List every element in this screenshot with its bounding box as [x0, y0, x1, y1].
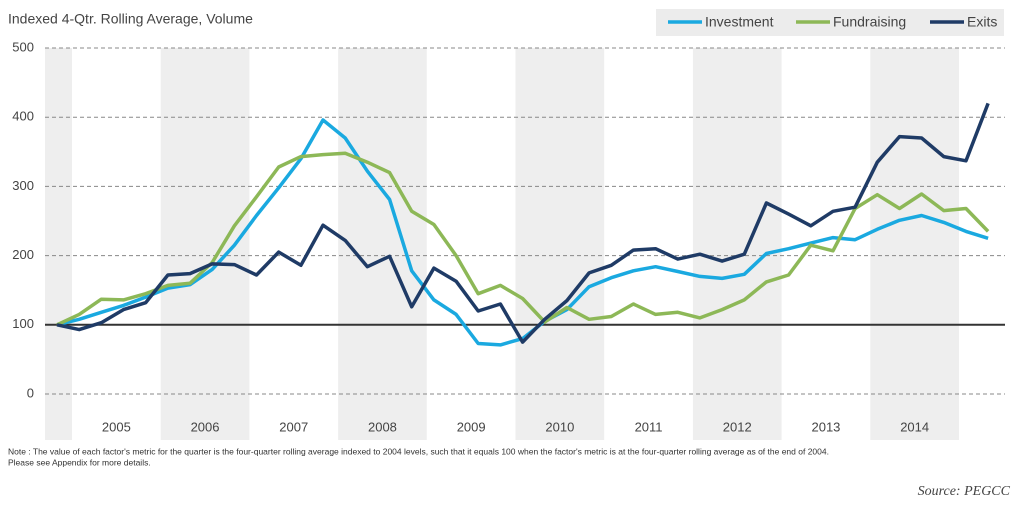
- band: [870, 48, 959, 440]
- y-tick-label: 100: [12, 316, 34, 331]
- x-tick-label: 2006: [191, 419, 220, 434]
- x-tick-label: 2010: [545, 419, 574, 434]
- x-tick-label: 2014: [900, 419, 929, 434]
- x-tick-label: 2009: [457, 419, 486, 434]
- y-tick-label: 300: [12, 178, 34, 193]
- x-tick-label: 2007: [279, 419, 308, 434]
- y-tick-label: 400: [12, 109, 34, 124]
- x-tick-label: 2012: [723, 419, 752, 434]
- note: Note : The value of each factor's metric…: [8, 446, 829, 456]
- x-tick-label: 2013: [811, 419, 840, 434]
- y-tick-label: 500: [12, 39, 34, 54]
- legend-label: Fundraising: [833, 14, 906, 30]
- x-tick-label: 2008: [368, 419, 397, 434]
- band: [515, 48, 605, 440]
- note: Please see Appendix for more details.: [8, 457, 151, 467]
- chart-title: Indexed 4-Qtr. Rolling Average, Volume: [8, 11, 253, 27]
- x-tick-label: 2011: [635, 419, 663, 434]
- source: Source: PEGCC: [918, 484, 1011, 499]
- band: [692, 48, 782, 440]
- legend-label: Exits: [967, 14, 997, 30]
- legend-label: Investment: [705, 14, 774, 30]
- series-line: [56, 118, 989, 347]
- y-tick-label: 0: [27, 385, 34, 400]
- x-tick-label: 2005: [102, 419, 131, 434]
- band: [338, 48, 427, 440]
- y-tick-label: 200: [12, 247, 34, 262]
- band: [45, 48, 72, 440]
- series-line: [56, 102, 990, 344]
